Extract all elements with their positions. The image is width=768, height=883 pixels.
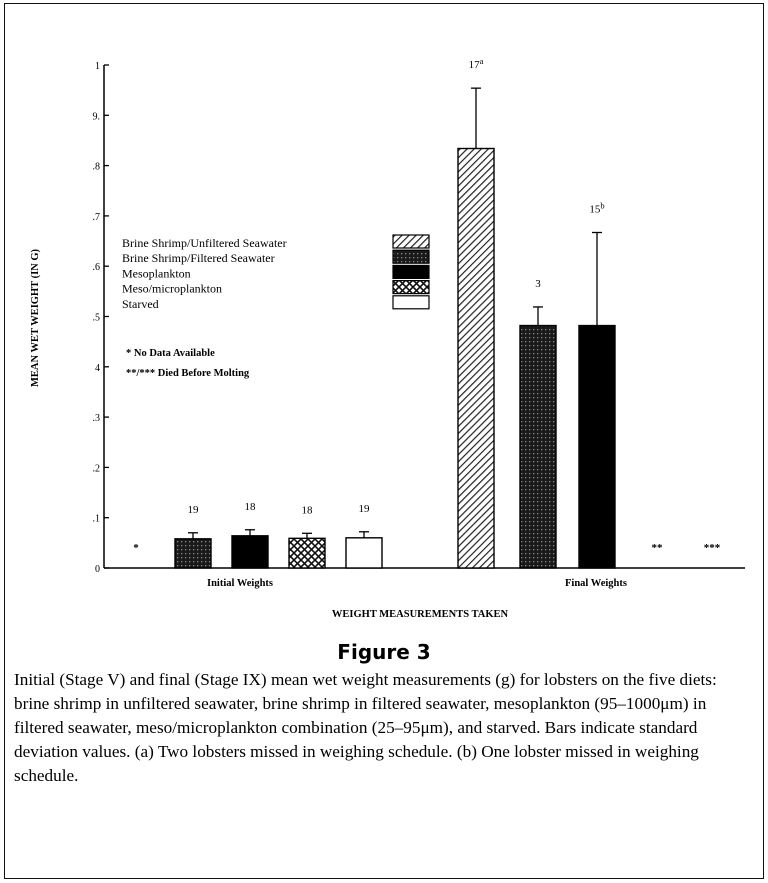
legend-label: Brine Shrimp/Unfiltered Seawater (122, 236, 287, 250)
y-tick-label: .5 (93, 313, 101, 324)
legend-label: Mesoplankton (122, 266, 191, 280)
y-tick-label: .6 (93, 262, 101, 273)
legend-label: Meso/microplankton (122, 282, 222, 296)
bar (578, 324, 616, 569)
y-tick-label: 1 (95, 61, 100, 72)
no-data-marker: * (133, 542, 139, 554)
category-label: Initial Weights (207, 578, 273, 589)
figure-title: Figure 3 (337, 640, 431, 664)
bar-chart: 0 .1 .2 .3 4 .5 .6 .7 .8 9. 1 Initial Weights Final … (30, 56, 745, 620)
sample-size-label: 18 (302, 504, 314, 516)
y-tick-label: 4 (95, 363, 100, 374)
bar (519, 324, 557, 569)
y-tick-label: .8 (93, 162, 101, 173)
legend-swatch (392, 249, 430, 264)
legend-swatch (392, 280, 430, 295)
bar (345, 537, 383, 569)
bar (174, 538, 212, 569)
legend-swatch (392, 234, 430, 249)
y-tick-label: 0 (95, 564, 100, 575)
sample-size-label: 15b (589, 200, 604, 215)
figure-frame (4, 3, 764, 879)
sample-size-label: 17a (469, 56, 484, 71)
no-data-marker: ** (652, 542, 664, 554)
figure-caption: Initial (Stage V) and final (Stage IX) m… (14, 670, 717, 785)
y-tick-label: 9. (93, 111, 101, 122)
note-died: **/*** Died Before Molting (126, 368, 250, 379)
sample-size-label: 18 (245, 501, 257, 513)
legend-swatch (392, 295, 430, 310)
sample-size-label: 19 (359, 503, 371, 515)
y-tick-label: .2 (93, 463, 101, 474)
legend-label: Starved (122, 297, 159, 311)
bar (288, 537, 326, 569)
note-no-data: * No Data Available (126, 348, 215, 359)
bar (231, 535, 269, 569)
legend-label: Brine Shrimp/Filtered Seawater (122, 251, 275, 265)
y-axis-label: MEAN WET WEIGHT (IN G) (30, 248, 41, 387)
category-label: Final Weights (565, 578, 627, 589)
no-data-marker: *** (704, 542, 721, 554)
x-axis-label: WEIGHT MEASUREMENTS TAKEN (332, 609, 509, 620)
sample-size-label: 19 (188, 504, 200, 516)
legend-swatch (392, 264, 430, 279)
y-tick-label: .1 (93, 514, 101, 525)
y-tick-label: .3 (93, 413, 101, 424)
bar (457, 147, 495, 569)
sample-size-label: 3 (535, 278, 541, 290)
y-tick-label: .7 (93, 212, 101, 223)
